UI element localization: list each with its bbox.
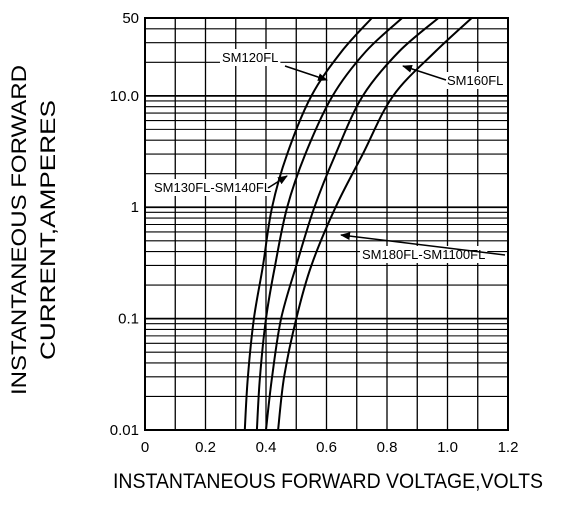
series-line-sm180fl-sm1100fl	[277, 17, 473, 431]
x-tick-label: 0.6	[316, 439, 337, 456]
y-tick-label: 50	[122, 10, 139, 27]
series-line-sm160fl	[265, 17, 440, 431]
y-axis-title-line-1: INSTANTANEOUS FORWARD	[8, 65, 31, 395]
tick-labels: 0 0.2 0.4 0.6 0.8 1.0 1.2 0.01 0.1 1 10.0 50	[110, 10, 519, 456]
y-tick-label: 1	[131, 199, 139, 216]
plot-frame	[144, 17, 509, 431]
x-axis-title: INSTANTANEOUS FORWARD VOLTAGE,VOLTS	[113, 470, 543, 493]
axis-titles: INSTANTANEOUS FORWARD VOLTAGE,VOLTS INST…	[8, 65, 543, 493]
y-axis-title-line-2: CURRENT,AMPERES	[37, 100, 60, 360]
annotation-background	[445, 72, 506, 89]
annotation-background	[152, 179, 274, 196]
x-tick-label: 0.4	[256, 439, 277, 456]
annotation-arrow	[267, 175, 288, 189]
series-line-sm120fl	[243, 17, 373, 431]
x-tick-label: 0	[141, 439, 149, 456]
x-tick-label: 1.0	[437, 439, 458, 456]
annotation-background	[360, 246, 488, 263]
series-line-sm130fl-sm140fl	[255, 17, 403, 431]
annotation-background	[220, 49, 281, 66]
x-tick-label: 0.2	[195, 439, 216, 456]
y-tick-label: 10.0	[110, 88, 139, 105]
x-tick-label: 1.2	[498, 439, 519, 456]
annotation-arrow	[402, 64, 447, 81]
annotation-sm130fl-sm140fl: SM130FL-SM140FL	[154, 180, 271, 195]
annotation-sm120fl: SM120FL	[222, 50, 278, 65]
annotations: SM120FL SM160FL SM130FL-SM140FL SM180FL-SM1…	[152, 49, 506, 263]
annotation-sm180fl-sm1100fl: SM180FL-SM1100FL	[362, 247, 485, 262]
annotation-arrow	[284, 65, 328, 81]
annotation-sm160fl: SM160FL	[447, 73, 503, 88]
curves	[243, 17, 473, 431]
y-tick-label: 0.01	[110, 422, 139, 439]
x-tick-label: 0.8	[377, 439, 398, 456]
annotation-arrow	[340, 232, 506, 256]
y-tick-label: 0.1	[118, 311, 139, 328]
